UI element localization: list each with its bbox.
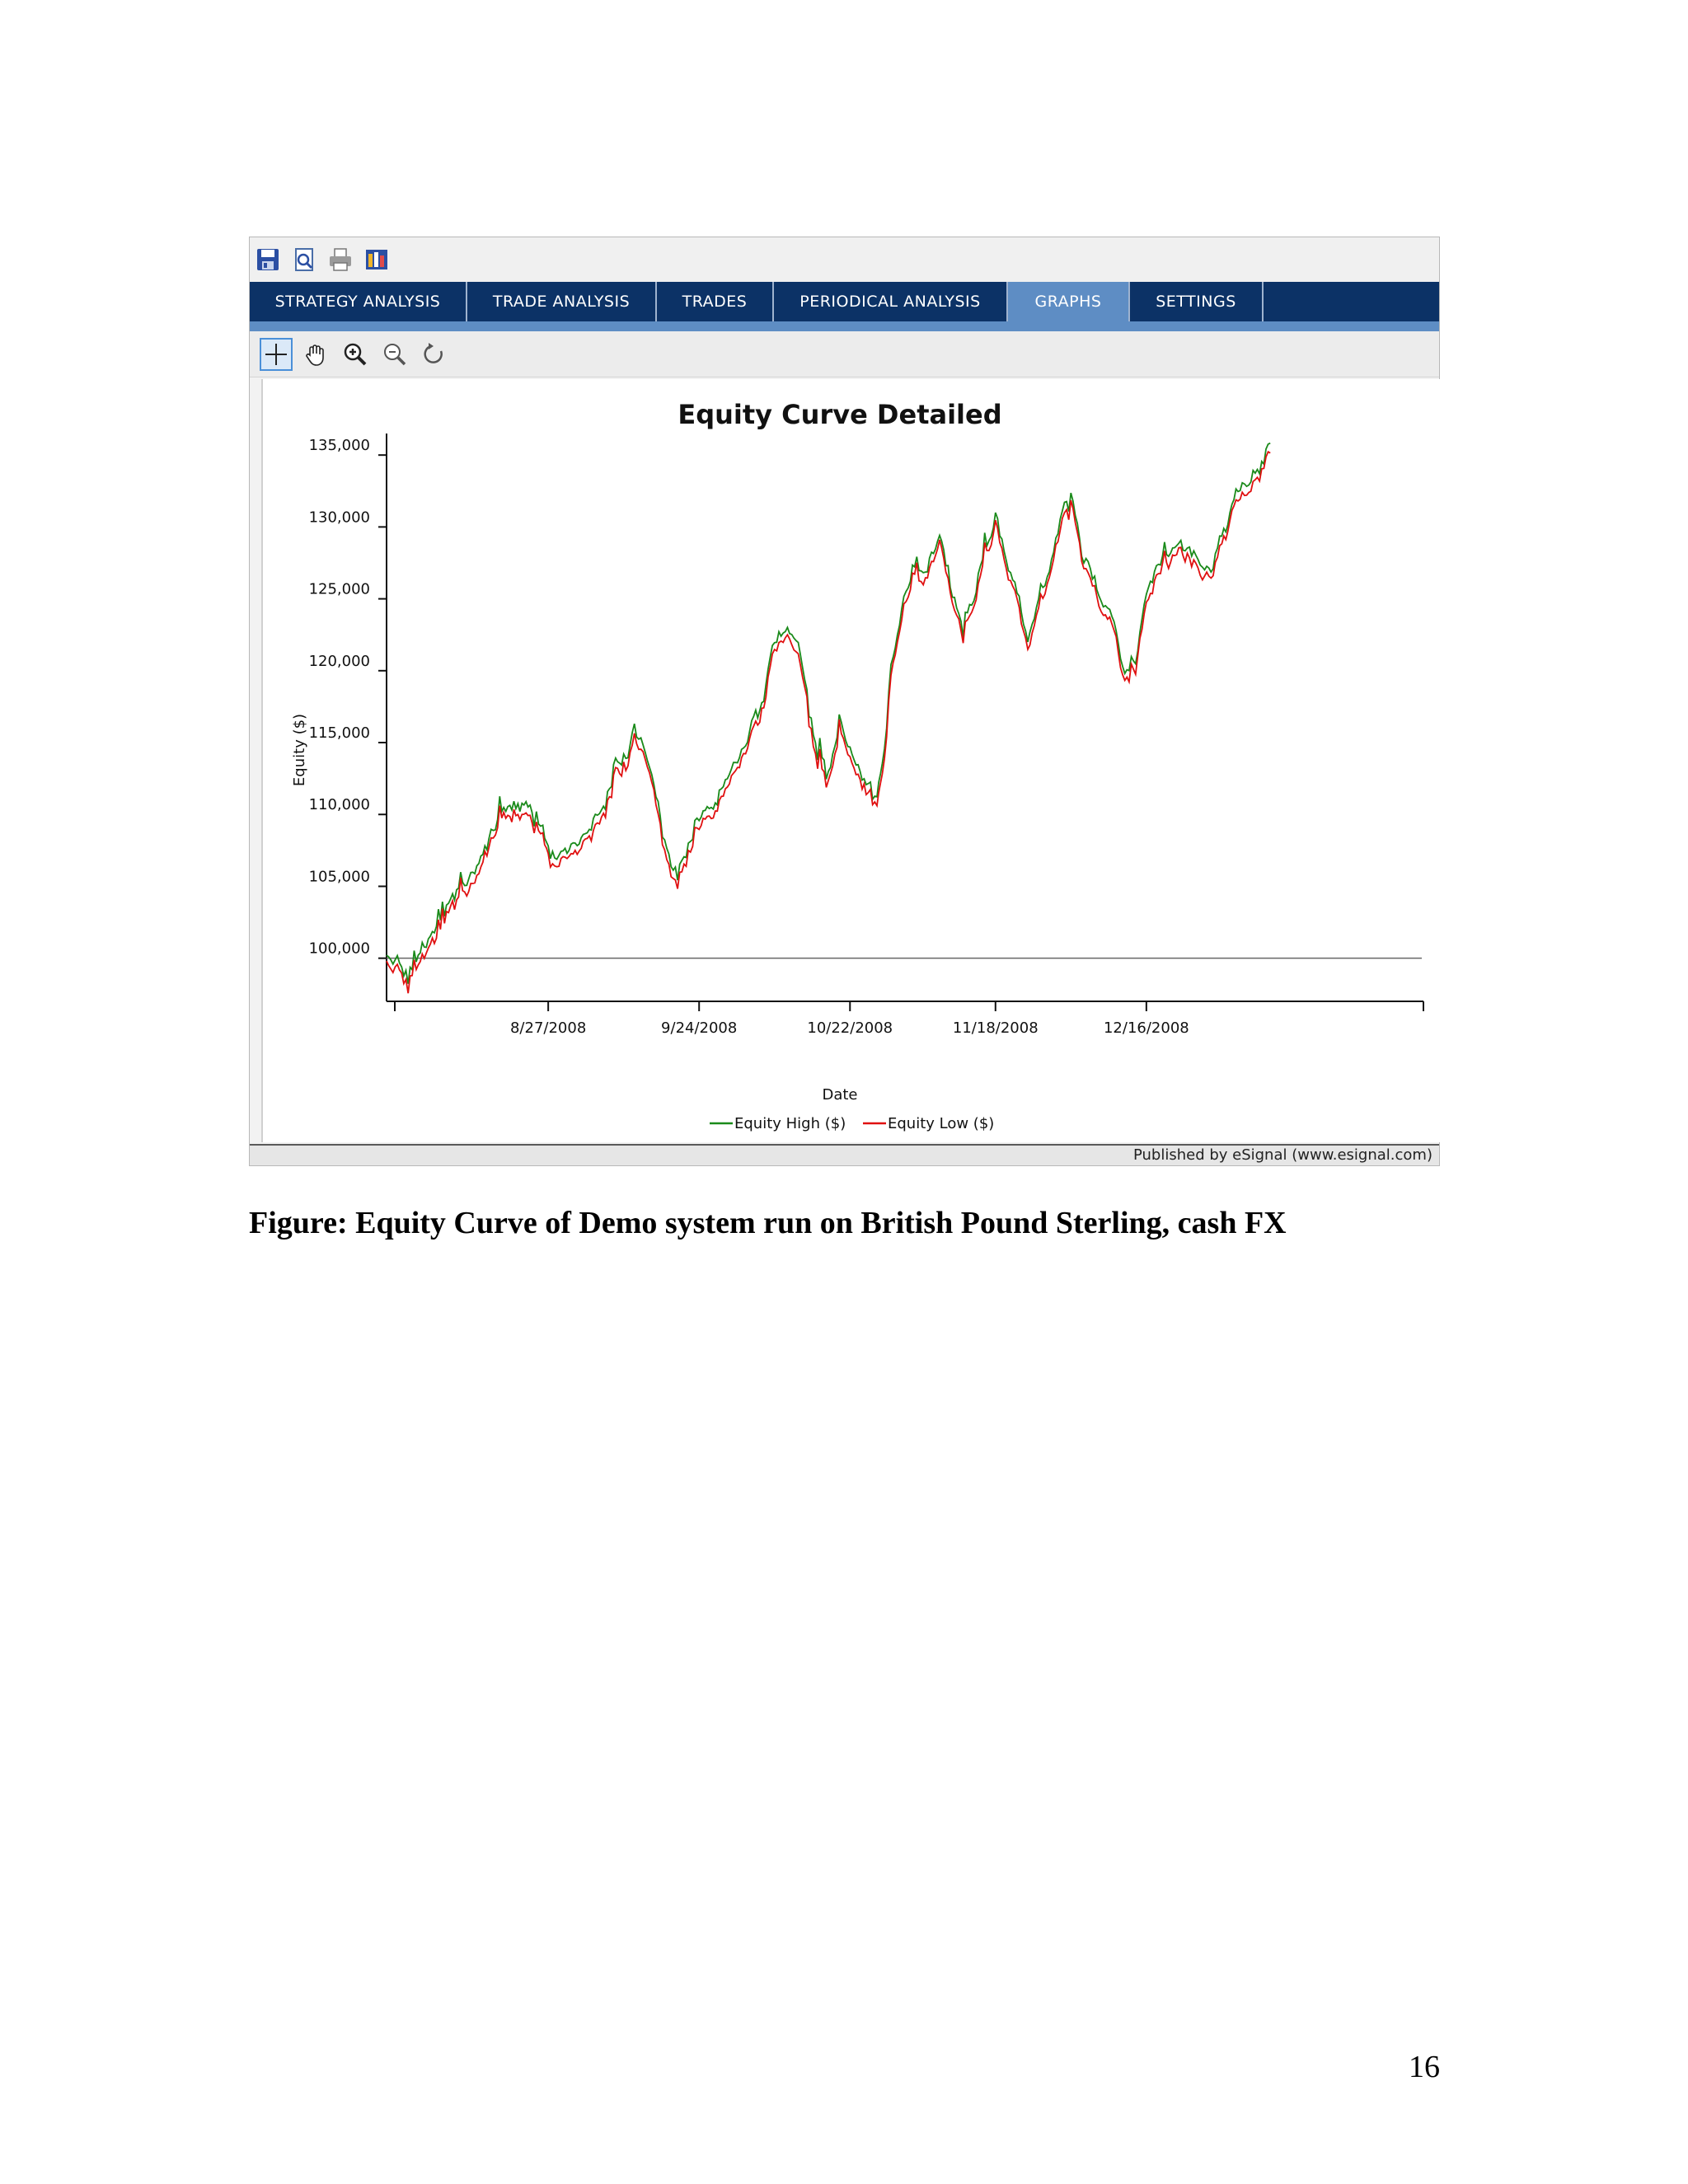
- y-axis-label: Equity ($): [291, 714, 308, 786]
- crosshair-icon[interactable]: [260, 337, 293, 371]
- tab-graphs[interactable]: GRAPHS: [1008, 282, 1130, 321]
- x-tick-label: 9/24/2008: [661, 1019, 737, 1037]
- y-tick-label: 115,000: [309, 724, 370, 742]
- x-tick-label: 11/18/2008: [953, 1019, 1039, 1037]
- chart-legend: Equity High ($) Equity Low ($): [710, 1115, 994, 1132]
- y-tick-label: 110,000: [309, 796, 370, 813]
- y-tick-label: 120,000: [309, 653, 370, 670]
- file-toolbar: [250, 237, 1439, 282]
- tab-settings[interactable]: SETTINGS: [1130, 282, 1264, 321]
- chart-axes: 100,000 105,000 110,000 115,000 120,000 125,0…: [309, 434, 1424, 1037]
- x-tick-label: 8/27/2008: [510, 1019, 586, 1037]
- page-number: 16: [1409, 2050, 1440, 2084]
- y-tick-label: 105,000: [309, 868, 370, 885]
- tab-strip-underline: [250, 321, 1439, 331]
- chart-toolbar: [250, 331, 1439, 377]
- plot-lines: [386, 442, 1271, 994]
- chart-title: Equity Curve Detailed: [678, 399, 1001, 430]
- equity-chart: Equity Curve Detailed Equity ($) Date 10…: [291, 399, 1424, 1132]
- status-bar: Published by eSignal (www.esignal.com): [250, 1144, 1439, 1165]
- y-tick-label: 125,000: [309, 581, 370, 598]
- tab-strategy-analysis[interactable]: STRATEGY ANALYSIS: [250, 282, 467, 321]
- y-tick-label: 130,000: [309, 509, 370, 526]
- strategy-analyzer-window: STRATEGY ANALYSIS TRADE ANALYSIS TRADES PER…: [249, 237, 1442, 1166]
- y-tick-label: 135,000: [309, 437, 370, 454]
- tab-trades[interactable]: TRADES: [657, 282, 774, 321]
- tab-bar: STRATEGY ANALYSIS TRADE ANALYSIS TRADES PER…: [250, 282, 1439, 321]
- export-icon[interactable]: [363, 246, 390, 273]
- save-icon[interactable]: [255, 246, 281, 273]
- legend-label: Equity Low ($): [888, 1115, 994, 1132]
- legend-label: Equity High ($): [734, 1115, 846, 1132]
- y-tick-label: 100,000: [309, 940, 370, 958]
- chart-panel: Equity Curve Detailed Equity ($) Date 10…: [261, 379, 1442, 1142]
- zoom-out-icon[interactable]: [378, 338, 411, 371]
- print-icon[interactable]: [327, 246, 354, 273]
- figure-caption: Figure: Equity Curve of Demo system run …: [249, 1206, 1287, 1240]
- zoom-in-icon[interactable]: [339, 338, 372, 371]
- tab-trade-analysis[interactable]: TRADE ANALYSIS: [467, 282, 657, 321]
- x-tick-label: 10/22/2008: [807, 1019, 893, 1037]
- pan-hand-icon[interactable]: [299, 338, 332, 371]
- x-tick-label: 12/16/2008: [1104, 1019, 1189, 1037]
- x-axis-label: Date: [822, 1086, 857, 1104]
- reset-zoom-icon[interactable]: [418, 338, 451, 371]
- print-preview-icon[interactable]: [291, 246, 317, 273]
- tab-periodical-analysis[interactable]: PERIODICAL ANALYSIS: [774, 282, 1008, 321]
- series-line-equity-low: [386, 450, 1271, 994]
- status-text: Published by eSignal (www.esignal.com): [1132, 1146, 1432, 1164]
- series-line-equity-high: [386, 442, 1271, 984]
